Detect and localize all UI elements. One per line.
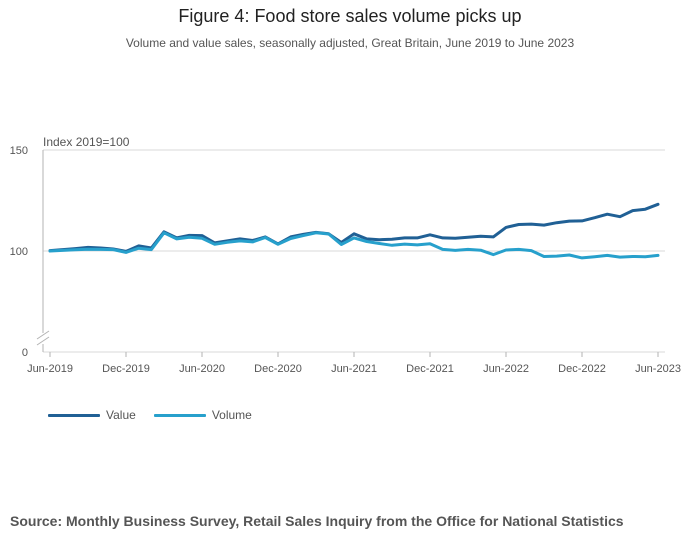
series-layer bbox=[48, 202, 660, 260]
x-tick-label-Dec-2021: Dec-2021 bbox=[406, 363, 454, 375]
axis-layer: 0 100 150 Jun-2019 Dec-2019 Jun-2020 Dec-2020 J… bbox=[10, 145, 681, 375]
chart-title: Figure 4: Food store sales volume picks … bbox=[178, 6, 522, 26]
legend-label-volume: Volume bbox=[211, 408, 252, 422]
y-axis-label: Index 2019=100 bbox=[43, 135, 130, 149]
x-tick-label-Jun-2023: Jun-2023 bbox=[635, 363, 681, 375]
y-tick-label-100: 100 bbox=[10, 246, 28, 258]
axis-break-mark bbox=[36, 336, 50, 346]
grid-layer bbox=[43, 149, 665, 353]
legend-swatch-volume bbox=[153, 413, 206, 417]
legend: Value Volume bbox=[48, 408, 270, 422]
axis-break-mark bbox=[36, 330, 50, 340]
x-tick-label-Jun-2019: Jun-2019 bbox=[27, 363, 73, 375]
x-tick-label-Jun-2021: Jun-2021 bbox=[331, 363, 377, 375]
y-tick-label-0: 0 bbox=[22, 347, 28, 359]
x-tick-label-Jun-2020: Jun-2020 bbox=[179, 363, 225, 375]
legend-item-value[interactable]: Value bbox=[48, 408, 136, 422]
source-note: Source: Monthly Business Survey, Retail … bbox=[10, 513, 624, 529]
x-tick-label-Dec-2020: Dec-2020 bbox=[254, 363, 302, 375]
legend-swatch-value bbox=[48, 413, 100, 417]
chart-subtitle: Volume and value sales, seasonally adjus… bbox=[125, 36, 575, 50]
x-tick-label-Dec-2022: Dec-2022 bbox=[558, 363, 606, 375]
legend-label-value: Value bbox=[106, 408, 136, 422]
x-tick-label-Jun-2022: Jun-2022 bbox=[483, 363, 529, 375]
legend-item-volume[interactable]: Volume bbox=[153, 408, 252, 422]
series-line-volume bbox=[48, 231, 660, 260]
y-tick-label-150: 150 bbox=[10, 145, 28, 157]
x-tick-label-Dec-2019: Dec-2019 bbox=[102, 363, 150, 375]
series-line-value bbox=[48, 202, 660, 253]
